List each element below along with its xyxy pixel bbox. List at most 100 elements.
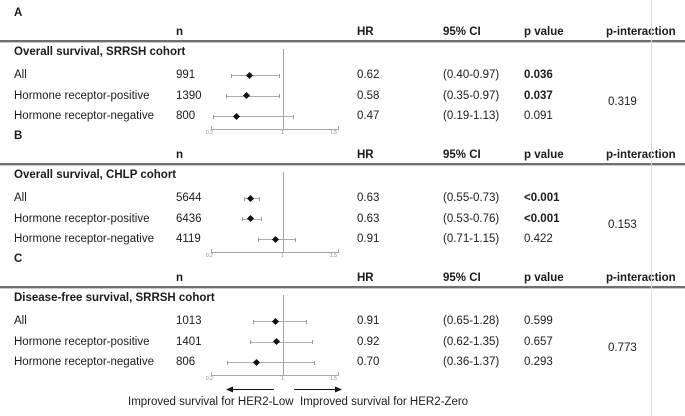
column-divider-line <box>651 0 652 416</box>
ci-value: (0.35-0.97) <box>443 89 500 102</box>
hr-value: 0.91 <box>357 315 380 327</box>
header-pvalue: p value <box>524 26 564 38</box>
header-pvalue: p value <box>524 272 564 284</box>
table-row: All 5644 0.63 (0.55-0.73) <0.001 <box>0 192 685 205</box>
ci-cap-right <box>293 114 295 119</box>
p-value: 0.037 <box>524 89 553 102</box>
section-title: Overall survival, CHLP cohort <box>14 169 177 181</box>
row-label: Hormone receptor-negative <box>14 356 154 368</box>
table-row: All 991 0.62 (0.40-0.97) 0.036 <box>0 69 685 82</box>
ci-cap-left <box>212 114 214 119</box>
panel-label: A <box>14 7 23 19</box>
row-label: All <box>14 69 27 81</box>
axis-tick-label: 0.2 <box>206 376 213 382</box>
reference-line <box>283 49 284 129</box>
ci-whisker <box>230 75 281 76</box>
caption-her2-low: Improved survival for HER2-Low <box>128 396 294 408</box>
header-ci: 95% CI <box>443 26 481 38</box>
ci-whisker <box>252 321 308 322</box>
ci-value: (0.71-1.15) <box>443 233 500 245</box>
row-label: All <box>14 192 27 204</box>
hr-value: 0.92 <box>357 335 380 348</box>
n-value: 806 <box>176 356 196 368</box>
axis-tick-label: 1 <box>281 376 284 382</box>
axis-tick <box>211 249 212 252</box>
ci-whisker <box>212 116 295 117</box>
p-value: 0.036 <box>524 69 553 81</box>
reference-line <box>283 295 284 375</box>
hr-value: 0.70 <box>357 356 380 368</box>
n-value: 1390 <box>176 89 202 102</box>
p-value: <0.001 <box>524 192 560 204</box>
panel-b: B n HR 95% CI p value p-interaction Over… <box>0 130 685 259</box>
axis-tick <box>338 126 339 129</box>
axis-tick <box>338 372 339 375</box>
header-p-interaction: p-interaction <box>606 149 676 161</box>
column-header-row: n HR 95% CI p value p-interaction <box>0 272 685 286</box>
ci-whisker <box>226 95 281 97</box>
section-title: Disease-free survival, SRRSH cohort <box>14 292 215 304</box>
hr-value: 0.58 <box>357 89 380 102</box>
axis-tick-label: 1.5 <box>330 376 337 382</box>
axis-tick-label: 1.5 <box>330 130 337 136</box>
n-value: 800 <box>176 110 196 122</box>
row-label: All <box>14 315 27 327</box>
header-hr: HR <box>357 26 374 38</box>
x-axis <box>211 372 339 376</box>
table-row: Hormone receptor-positive 1401 0.92 (0.6… <box>0 336 685 349</box>
table-row: Hormone receptor-positive 6436 0.63 (0.5… <box>0 213 685 226</box>
panel-label: B <box>14 130 23 142</box>
n-value: 5644 <box>176 192 202 204</box>
ci-value: (0.55-0.73) <box>443 192 500 204</box>
ci-cap-right <box>295 237 297 242</box>
row-label: Hormone receptor-positive <box>14 89 150 102</box>
table-row: Hormone receptor-negative 4119 0.91 (0.7… <box>0 233 685 246</box>
header-rule <box>0 286 685 289</box>
axis-tick-label: 1 <box>281 130 284 136</box>
x-axis <box>211 126 339 130</box>
ci-cap-right <box>279 73 281 78</box>
p-value: 0.422 <box>524 233 553 245</box>
ci-value: (0.40-0.97) <box>443 69 500 81</box>
ci-value: (0.53-0.76) <box>443 212 500 225</box>
ci-whisker <box>249 341 314 343</box>
ci-whisker <box>227 362 316 363</box>
header-n: n <box>176 26 184 38</box>
caption-her2-zero: Improved survival for HER2-Zero <box>300 396 469 408</box>
header-hr: HR <box>357 149 374 161</box>
table-row: All 1013 0.91 (0.65-1.28) 0.599 <box>0 315 685 328</box>
reference-line <box>283 172 284 252</box>
ci-cap-left <box>252 319 254 324</box>
header-pvalue: p value <box>524 149 564 161</box>
ci-cap-right <box>261 217 263 221</box>
row-label: Hormone receptor-negative <box>14 233 154 245</box>
hr-value: 0.91 <box>357 233 380 245</box>
ci-cap-right <box>279 94 281 98</box>
header-hr: HR <box>357 272 374 284</box>
axis-tick-label: 1.5 <box>330 253 337 259</box>
ci-cap-left <box>226 94 228 98</box>
ci-cap-right <box>312 340 314 344</box>
row-label: Hormone receptor-negative <box>14 110 154 122</box>
table-row: Hormone receptor-negative 800 0.47 (0.19… <box>0 110 685 123</box>
axis-tick-label: 0.2 <box>206 130 213 136</box>
panel-label: C <box>14 253 23 265</box>
ci-cap-left <box>227 360 229 365</box>
header-ci: 95% CI <box>443 149 481 161</box>
header-p-interaction: p-interaction <box>606 272 676 284</box>
p-interaction-value: 0.773 <box>608 342 637 354</box>
section-title: Overall survival, SRRSH cohort <box>14 46 186 58</box>
arrow-left-icon <box>226 386 274 393</box>
table-row: Hormone receptor-negative 806 0.70 (0.36… <box>0 356 685 369</box>
header-ci: 95% CI <box>443 272 481 284</box>
n-value: 4119 <box>176 233 201 245</box>
axis-tick-label: 1 <box>281 253 284 259</box>
p-value: 0.657 <box>524 335 553 348</box>
ci-cap-left <box>257 237 259 242</box>
ci-cap-right <box>306 319 308 324</box>
ci-cap-left <box>243 196 245 201</box>
ci-cap-right <box>258 196 260 201</box>
panel-c: C n HR 95% CI p value p-interaction Dise… <box>0 253 685 382</box>
ci-cap-left <box>230 73 232 78</box>
